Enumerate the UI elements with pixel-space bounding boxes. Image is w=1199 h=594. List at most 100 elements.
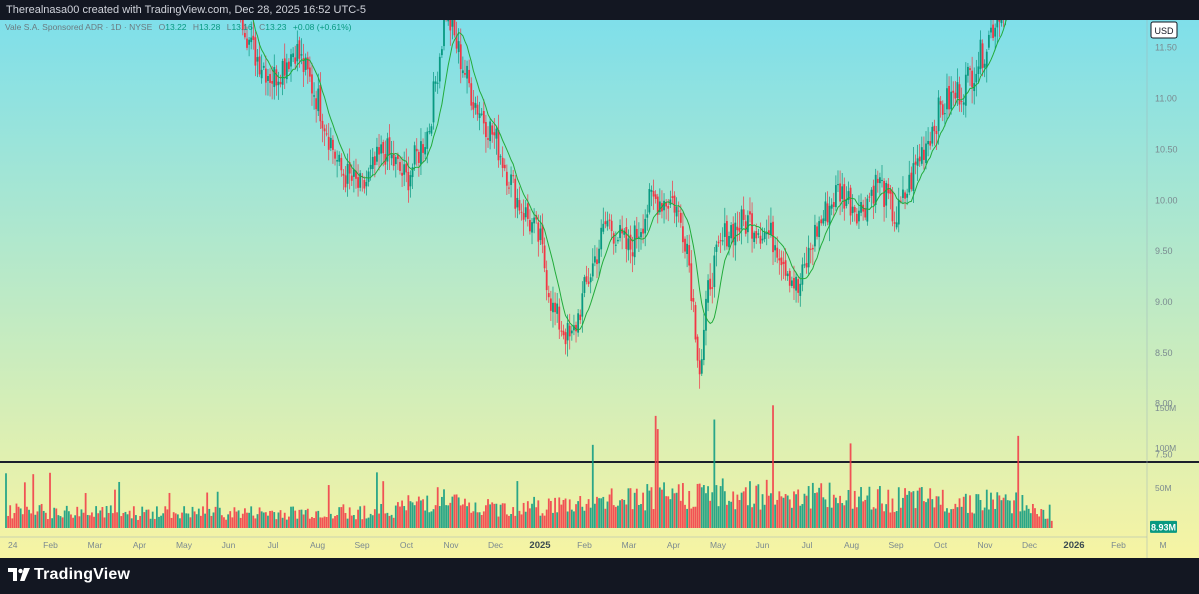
volume-bar — [197, 508, 200, 528]
volume-bar — [925, 502, 927, 528]
volume-bar — [832, 494, 835, 528]
candle-body — [334, 151, 336, 159]
volume-bar — [42, 510, 45, 528]
volume-bar — [38, 505, 41, 528]
volume-bar — [145, 509, 148, 528]
volume-bar — [726, 504, 728, 528]
volume-bar — [648, 490, 651, 528]
volume-bar — [474, 502, 477, 528]
candle-body — [941, 104, 944, 115]
volume-bar — [814, 493, 816, 528]
candle-body — [537, 222, 540, 242]
volume-bar — [749, 481, 751, 528]
volume-bar — [7, 515, 9, 528]
time-axis-label: Apr — [133, 540, 146, 550]
volume-bar — [596, 496, 598, 528]
volume-bar — [497, 516, 500, 528]
candle-body — [899, 200, 902, 202]
volume-bar — [1023, 510, 1026, 528]
currency-selector[interactable]: USD — [1150, 21, 1178, 39]
volume-bar — [367, 517, 370, 528]
volume-bar — [1017, 435, 1020, 528]
price-tick-label: 8.50 — [1155, 348, 1173, 358]
volume-bar — [306, 508, 309, 528]
time-axis-label: Jun — [222, 540, 236, 550]
volume-bar — [568, 499, 571, 528]
volume-bar — [790, 507, 793, 528]
volume-tick-label: 100M — [1155, 443, 1176, 453]
volume-bar — [897, 487, 900, 528]
volume-bar — [206, 492, 209, 528]
volume-bar — [170, 517, 173, 528]
candle-body — [564, 332, 567, 345]
time-axis-label: Aug — [844, 540, 859, 550]
volume-bar — [264, 512, 267, 528]
tradingview-logo[interactable]: TradingView — [8, 566, 130, 584]
volume-bar — [755, 485, 758, 528]
candle-body — [587, 281, 590, 285]
volume-bar — [845, 500, 848, 528]
volume-bar — [445, 505, 447, 528]
volume-bar — [937, 496, 940, 528]
candle-body — [975, 73, 978, 83]
candle-body — [549, 298, 552, 311]
volume-bar — [329, 513, 332, 528]
candle-body — [686, 243, 688, 254]
volume-bar — [302, 514, 305, 528]
legend-open-value: 13.22 — [165, 22, 187, 32]
candle-body — [883, 180, 885, 207]
candle-body — [635, 228, 638, 239]
candle-body — [325, 133, 328, 135]
candle-body — [415, 148, 418, 152]
candle-body — [357, 177, 359, 188]
volume-bar — [478, 512, 481, 528]
volume-bar — [933, 507, 936, 528]
candle-body — [604, 221, 607, 225]
candle-body — [985, 51, 988, 68]
volume-bar — [204, 513, 206, 528]
candle-body — [543, 245, 546, 269]
candle-body — [801, 264, 804, 285]
volume-bar — [17, 506, 20, 528]
currency-button[interactable] — [1150, 21, 1178, 39]
volume-bar — [910, 492, 913, 528]
candle-body — [860, 202, 862, 213]
volume-bar — [881, 503, 883, 528]
volume-bar — [371, 515, 374, 528]
volume-bar — [621, 499, 624, 528]
time-axis-label: Mar — [88, 540, 103, 550]
volume-bar — [891, 498, 894, 528]
volume-bar — [396, 502, 399, 528]
volume-bar — [778, 491, 781, 528]
volume-bar — [573, 511, 575, 528]
volume-bar — [32, 474, 35, 528]
candlestick-chart[interactable]: Y HODY LOD 7.508.008.509.009.5010.0010.5… — [0, 20, 1199, 558]
volume-bar — [1050, 520, 1053, 528]
volume-bar — [935, 496, 938, 528]
candle-body — [910, 172, 913, 190]
volume-bar — [336, 514, 339, 528]
candle-body — [570, 330, 573, 334]
tradingview-logo-text: TradingView — [34, 566, 131, 583]
volume-bar — [866, 495, 869, 528]
volume-bar — [602, 496, 605, 528]
candle-body — [849, 187, 852, 216]
volume-bar — [248, 512, 251, 528]
volume-bar — [172, 512, 175, 528]
candle-body — [682, 226, 684, 243]
volume-bar — [872, 507, 875, 528]
candle-body — [914, 161, 917, 165]
candle-body — [753, 232, 756, 243]
volume-bar — [101, 507, 104, 528]
candle-body — [956, 82, 959, 98]
candle-body — [612, 233, 615, 244]
volume-tick-label: 150M — [1155, 403, 1176, 413]
candle-body — [451, 20, 454, 27]
volume-bar — [927, 498, 930, 528]
volume-bar — [361, 519, 364, 528]
time-axis-label: Aug — [310, 540, 325, 550]
price-badges: 13.7112.51VALE13.2313.078.93M — [1150, 520, 1177, 533]
volume-bar — [826, 507, 829, 528]
volume-bar — [449, 502, 452, 528]
volume-bar — [734, 509, 737, 528]
